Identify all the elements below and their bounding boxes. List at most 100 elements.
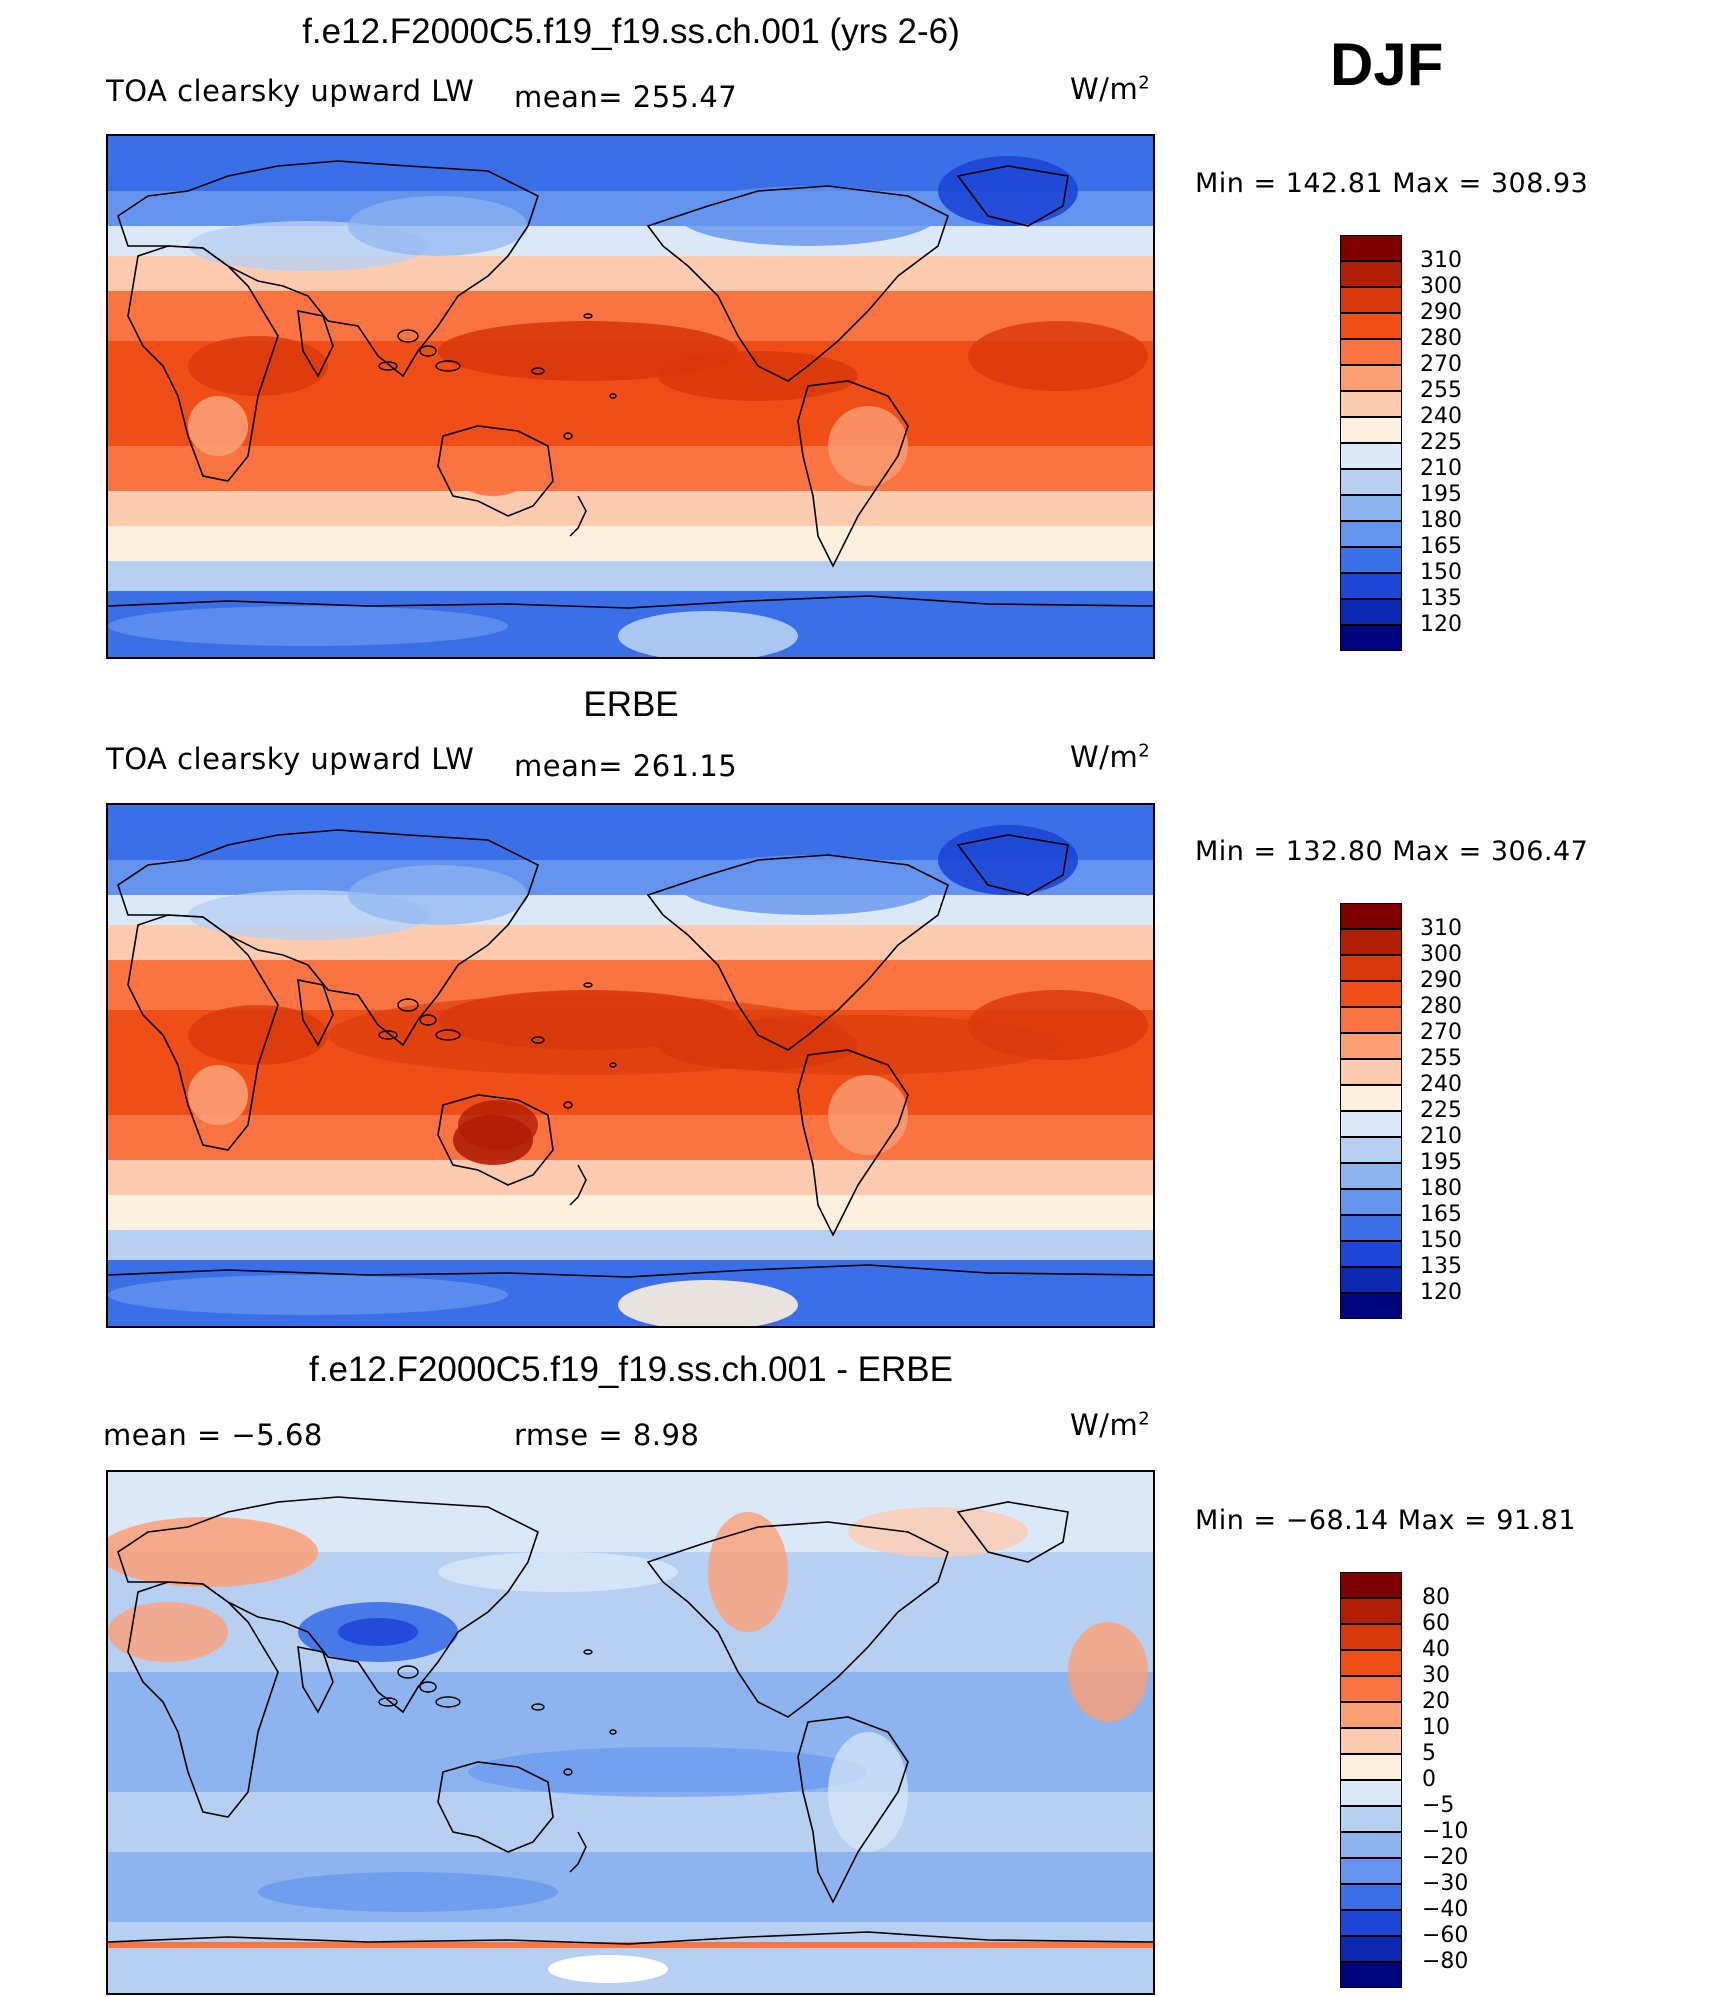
panel-1-min-max: Min = 142.81 Max = 308.93 xyxy=(1195,168,1589,199)
colorbar-tick-label: 135 xyxy=(1420,1254,1462,1279)
colorbar-swatch xyxy=(1340,1007,1402,1033)
panel-1-map xyxy=(106,134,1155,659)
panel-2-variable-label: TOA clearsky upward LW xyxy=(106,742,475,776)
colorbar-swatch xyxy=(1340,287,1402,313)
colorbar-tick-label: 150 xyxy=(1420,560,1462,585)
colorbar-tick-label: 240 xyxy=(1420,404,1462,429)
colorbar-swatch xyxy=(1340,313,1402,339)
colorbar-swatch xyxy=(1340,1858,1402,1884)
colorbar-swatch xyxy=(1340,547,1402,573)
colorbar-swatch xyxy=(1340,1754,1402,1780)
colorbar-swatch xyxy=(1340,469,1402,495)
colorbar-swatch xyxy=(1340,1650,1402,1676)
colorbar-swatch xyxy=(1340,1910,1402,1936)
panel-2-title: ERBE xyxy=(583,685,679,724)
colorbar-tick-label: 40 xyxy=(1422,1637,1450,1662)
colorbar-tick-label: 150 xyxy=(1420,1228,1462,1253)
colorbar-swatch xyxy=(1340,339,1402,365)
colorbar-swatch xyxy=(1340,981,1402,1007)
colorbar-swatch xyxy=(1340,1137,1402,1163)
colorbar-swatch xyxy=(1340,1702,1402,1728)
colorbar-tick-label: 210 xyxy=(1420,456,1462,481)
colorbar-tick-label: 165 xyxy=(1420,1202,1462,1227)
colorbar-tick-label: 60 xyxy=(1422,1611,1450,1636)
colorbar-swatch xyxy=(1340,599,1402,625)
panel-1-units: W/m2 xyxy=(1070,72,1151,106)
colorbar-tick-label: 80 xyxy=(1422,1585,1450,1610)
colorbar-swatch xyxy=(1340,1832,1402,1858)
panel-2-mean: mean= 261.15 xyxy=(514,749,738,783)
colorbar-tick-label: 195 xyxy=(1420,482,1462,507)
colorbar-tick-label: −30 xyxy=(1422,1871,1469,1896)
panel-3-title: f.e12.F2000C5.f19_f19.ss.ch.001 - ERBE xyxy=(309,1350,953,1389)
colorbar-tick-label: 255 xyxy=(1420,378,1462,403)
colorbar-swatch xyxy=(1340,903,1402,929)
colorbar-swatch xyxy=(1340,1728,1402,1754)
colorbar-tick-label: 210 xyxy=(1420,1124,1462,1149)
colorbar-tick-label: 10 xyxy=(1422,1715,1450,1740)
panel-3-units: W/m2 xyxy=(1070,1408,1151,1442)
colorbar-swatch xyxy=(1340,521,1402,547)
colorbar-swatch xyxy=(1340,391,1402,417)
panel-1-mean: mean= 255.47 xyxy=(514,80,738,114)
colorbar-tick-label: 20 xyxy=(1422,1689,1450,1714)
colorbar-tick-label: 225 xyxy=(1420,1098,1462,1123)
colorbar-swatch xyxy=(1340,1059,1402,1085)
colorbar-tick-label: 195 xyxy=(1420,1150,1462,1175)
colorbar-tick-label: 135 xyxy=(1420,586,1462,611)
colorbar-swatch xyxy=(1340,1624,1402,1650)
colorbar-tick-label: −5 xyxy=(1422,1793,1455,1818)
colorbar-tick-label: 120 xyxy=(1420,612,1462,637)
colorbar-tick-label: 300 xyxy=(1420,274,1462,299)
colorbar-tick-label: 165 xyxy=(1420,534,1462,559)
colorbar-tick-label: 30 xyxy=(1422,1663,1450,1688)
colorbar-swatch xyxy=(1340,235,1402,261)
panel-2-min-max: Min = 132.80 Max = 306.47 xyxy=(1195,836,1589,867)
colorbar-swatch xyxy=(1340,1189,1402,1215)
colorbar-swatch xyxy=(1340,1111,1402,1137)
colorbar-swatch xyxy=(1340,1962,1402,1988)
colorbar-tick-label: 120 xyxy=(1420,1280,1462,1305)
colorbar-swatch xyxy=(1340,1033,1402,1059)
colorbar-swatch xyxy=(1340,1884,1402,1910)
colorbar-swatch xyxy=(1340,1241,1402,1267)
colorbar-swatch xyxy=(1340,573,1402,599)
panel-3-colorbar: 80 60 40 30 20 10 5 0 −5 −10 −20 −30 −40 −60 −80 xyxy=(1340,1572,1468,1988)
colorbar-swatch xyxy=(1340,1806,1402,1832)
panel-1-colorbar: 310 300 290 280 270 255 240 225 210 195 180 165 150 1… xyxy=(1340,235,1462,651)
colorbar-tick-label: 300 xyxy=(1420,942,1462,967)
colorbar-swatch xyxy=(1340,1780,1402,1806)
colorbar-swatch xyxy=(1340,1598,1402,1624)
colorbar-tick-label: −40 xyxy=(1422,1897,1469,1922)
colorbar-tick-label: 5 xyxy=(1422,1741,1436,1766)
panel-3-map xyxy=(106,1470,1155,1995)
panel-2-map xyxy=(106,803,1155,1328)
colorbar-tick-label: 180 xyxy=(1420,508,1462,533)
season-label: DJF xyxy=(1330,31,1444,98)
colorbar-tick-label: −80 xyxy=(1422,1949,1469,1974)
colorbar-tick-label: 310 xyxy=(1420,916,1462,941)
colorbar-swatch xyxy=(1340,929,1402,955)
colorbar-tick-label: 270 xyxy=(1420,1020,1462,1045)
panel-3-min-max: Min = −68.14 Max = 91.81 xyxy=(1195,1505,1577,1536)
colorbar-tick-label: 310 xyxy=(1420,248,1462,273)
colorbar-swatch xyxy=(1340,443,1402,469)
colorbar-tick-label: −10 xyxy=(1422,1819,1469,1844)
colorbar-swatch xyxy=(1340,1676,1402,1702)
colorbar-tick-label: 290 xyxy=(1420,968,1462,993)
panel-3-rmse: rmse = 8.98 xyxy=(514,1418,700,1452)
colorbar-swatch xyxy=(1340,365,1402,391)
colorbar-swatch xyxy=(1340,955,1402,981)
colorbar-swatch xyxy=(1340,1572,1402,1598)
panel-1-title: f.e12.F2000C5.f19_f19.ss.ch.001 (yrs 2-6… xyxy=(302,12,960,51)
panel-1-variable-label: TOA clearsky upward LW xyxy=(106,74,475,108)
colorbar-swatch xyxy=(1340,1215,1402,1241)
panel-2-units: W/m2 xyxy=(1070,740,1151,774)
colorbar-swatch xyxy=(1340,1267,1402,1293)
colorbar-swatch xyxy=(1340,1293,1402,1319)
colorbar-tick-label: 280 xyxy=(1420,994,1462,1019)
colorbar-tick-label: 225 xyxy=(1420,430,1462,455)
colorbar-swatch xyxy=(1340,625,1402,651)
colorbar-swatch xyxy=(1340,261,1402,287)
colorbar-tick-label: 280 xyxy=(1420,326,1462,351)
